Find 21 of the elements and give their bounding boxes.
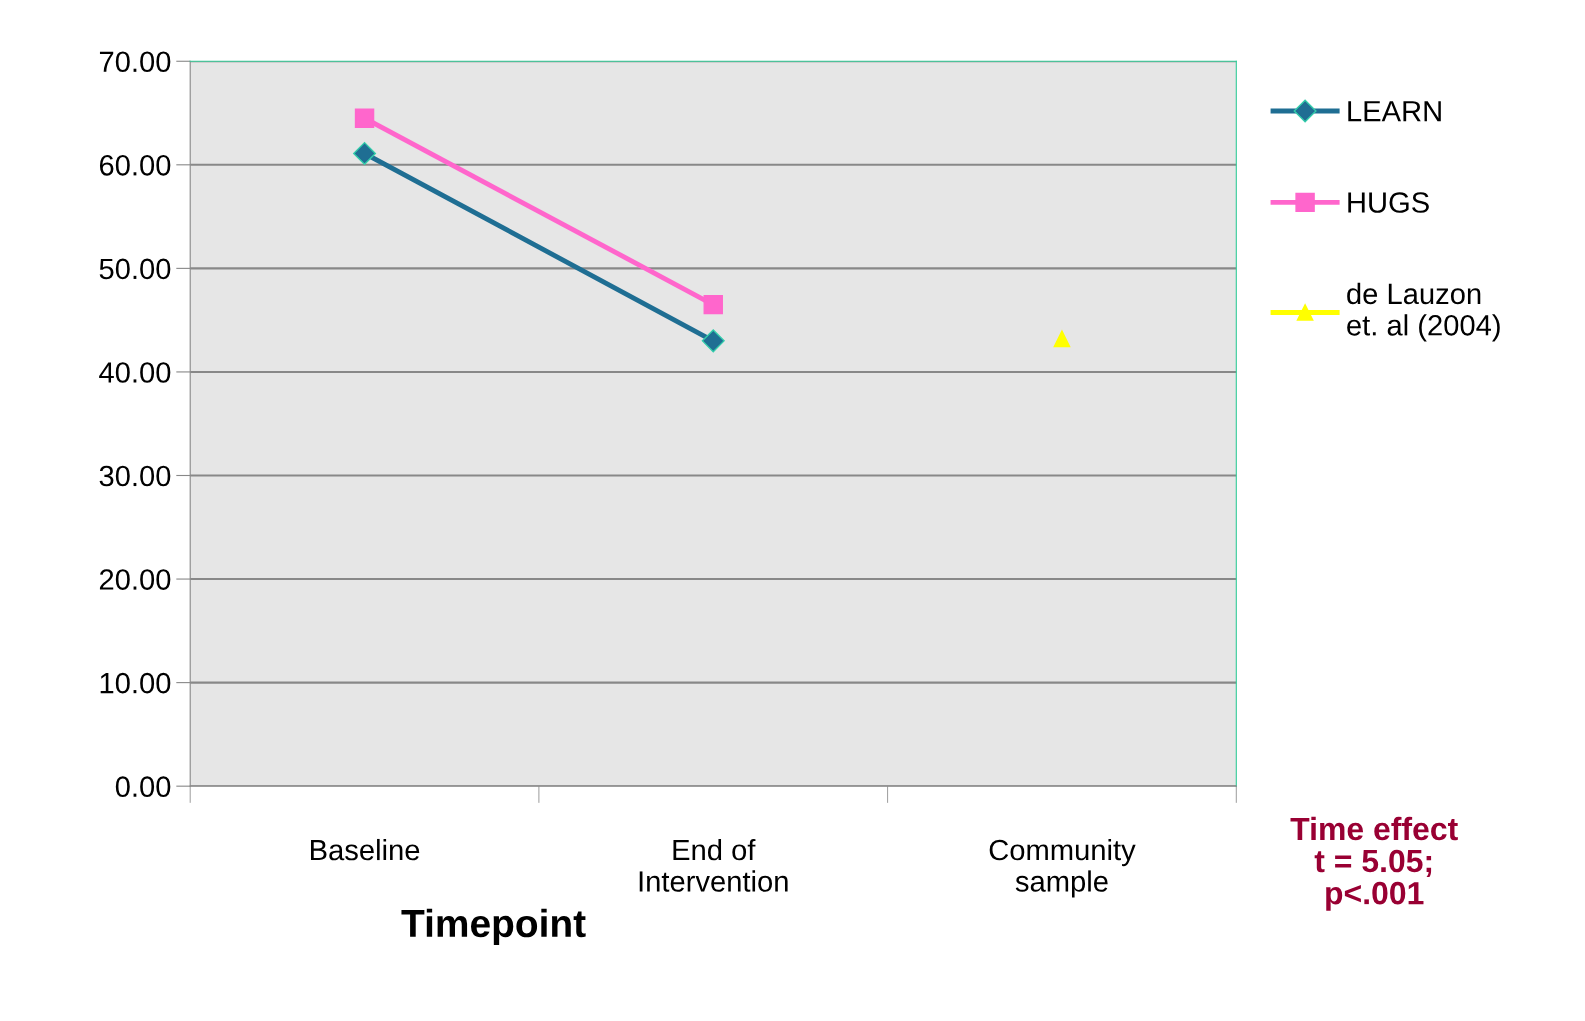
y-tick-label: 70.00 <box>99 51 171 73</box>
point <box>701 329 725 353</box>
y-tick-label: 30.00 <box>99 465 171 487</box>
y-tick-label: 60.00 <box>99 155 171 176</box>
y-tick-label: 0.00 <box>115 776 171 798</box>
point <box>353 141 377 165</box>
y-tick-label: 50.00 <box>99 258 171 280</box>
y-tick-label: 20.00 <box>99 569 171 590</box>
x-tick-label: Community sample <box>989 838 1136 898</box>
x-tick-label: End of Intervention <box>639 838 788 892</box>
legend-label: LEARN <box>1348 101 1441 122</box>
y-tick-label: 10.00 <box>100 672 171 694</box>
legend-label: de Lauzon et. al (2004) <box>1347 282 1500 342</box>
point <box>703 294 723 315</box>
legend-label: HUGS <box>1348 192 1429 213</box>
y-tick-label: 40.00 <box>99 362 171 383</box>
point <box>354 108 375 128</box>
point <box>1053 330 1071 348</box>
x-axis-title: Timepoint <box>401 908 586 945</box>
text: Time effect t = 5.05; p<.001 <box>1290 816 1458 911</box>
x-tick-label: Baseline <box>311 838 420 861</box>
